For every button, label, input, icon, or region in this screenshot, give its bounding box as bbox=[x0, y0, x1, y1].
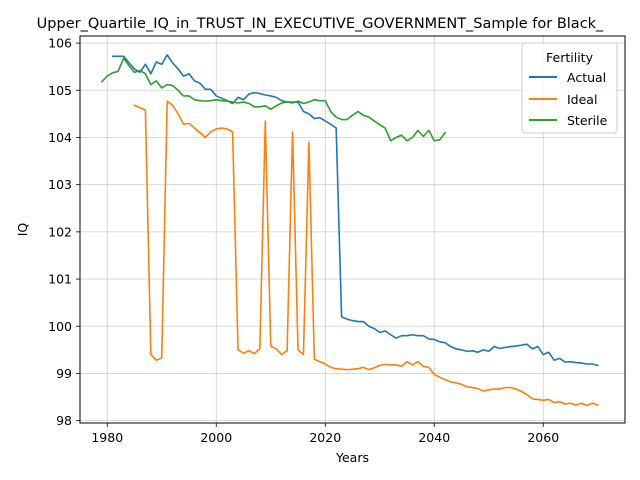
x-tick-label: 1980 bbox=[91, 430, 123, 445]
legend: Fertility Actual Ideal Sterile bbox=[521, 42, 618, 134]
legend-label-ideal: Ideal bbox=[567, 92, 597, 107]
y-tick-label: 102 bbox=[48, 224, 72, 239]
y-tick-label: 100 bbox=[48, 319, 72, 334]
x-tick-label: 2040 bbox=[418, 430, 450, 445]
legend-title: Fertility bbox=[546, 50, 594, 65]
x-tick-label: 2020 bbox=[309, 430, 341, 445]
y-axis-label: IQ bbox=[15, 223, 30, 237]
x-tick-label: 2000 bbox=[200, 430, 232, 445]
plot-frame bbox=[79, 35, 626, 424]
chart-title: Upper_Quartile_IQ_in_TRUST_IN_EXECUTIVE_… bbox=[37, 16, 604, 32]
y-axis-ticks: 98 99 100 101 102 103 104 105 106 bbox=[48, 36, 80, 428]
y-tick-label: 103 bbox=[48, 177, 72, 192]
plot-lines bbox=[100, 54, 599, 407]
series-line-actual bbox=[111, 54, 599, 367]
y-tick-label: 105 bbox=[48, 83, 72, 98]
x-axis-ticks: 1980 2000 2020 2040 2060 bbox=[91, 423, 559, 445]
x-axis-label: Years bbox=[335, 450, 369, 465]
y-tick-label: 104 bbox=[48, 130, 72, 145]
y-tick-label: 106 bbox=[48, 36, 72, 51]
series-line-sterile bbox=[100, 57, 447, 142]
legend-label-sterile: Sterile bbox=[567, 113, 608, 128]
y-tick-label: 98 bbox=[56, 413, 72, 428]
y-tick-label: 101 bbox=[48, 272, 72, 287]
x-tick-label: 2060 bbox=[527, 430, 559, 445]
legend-box bbox=[521, 42, 618, 134]
y-tick-label: 99 bbox=[56, 366, 72, 381]
legend-label-actual: Actual bbox=[567, 70, 606, 85]
series-line-ideal bbox=[133, 100, 599, 407]
